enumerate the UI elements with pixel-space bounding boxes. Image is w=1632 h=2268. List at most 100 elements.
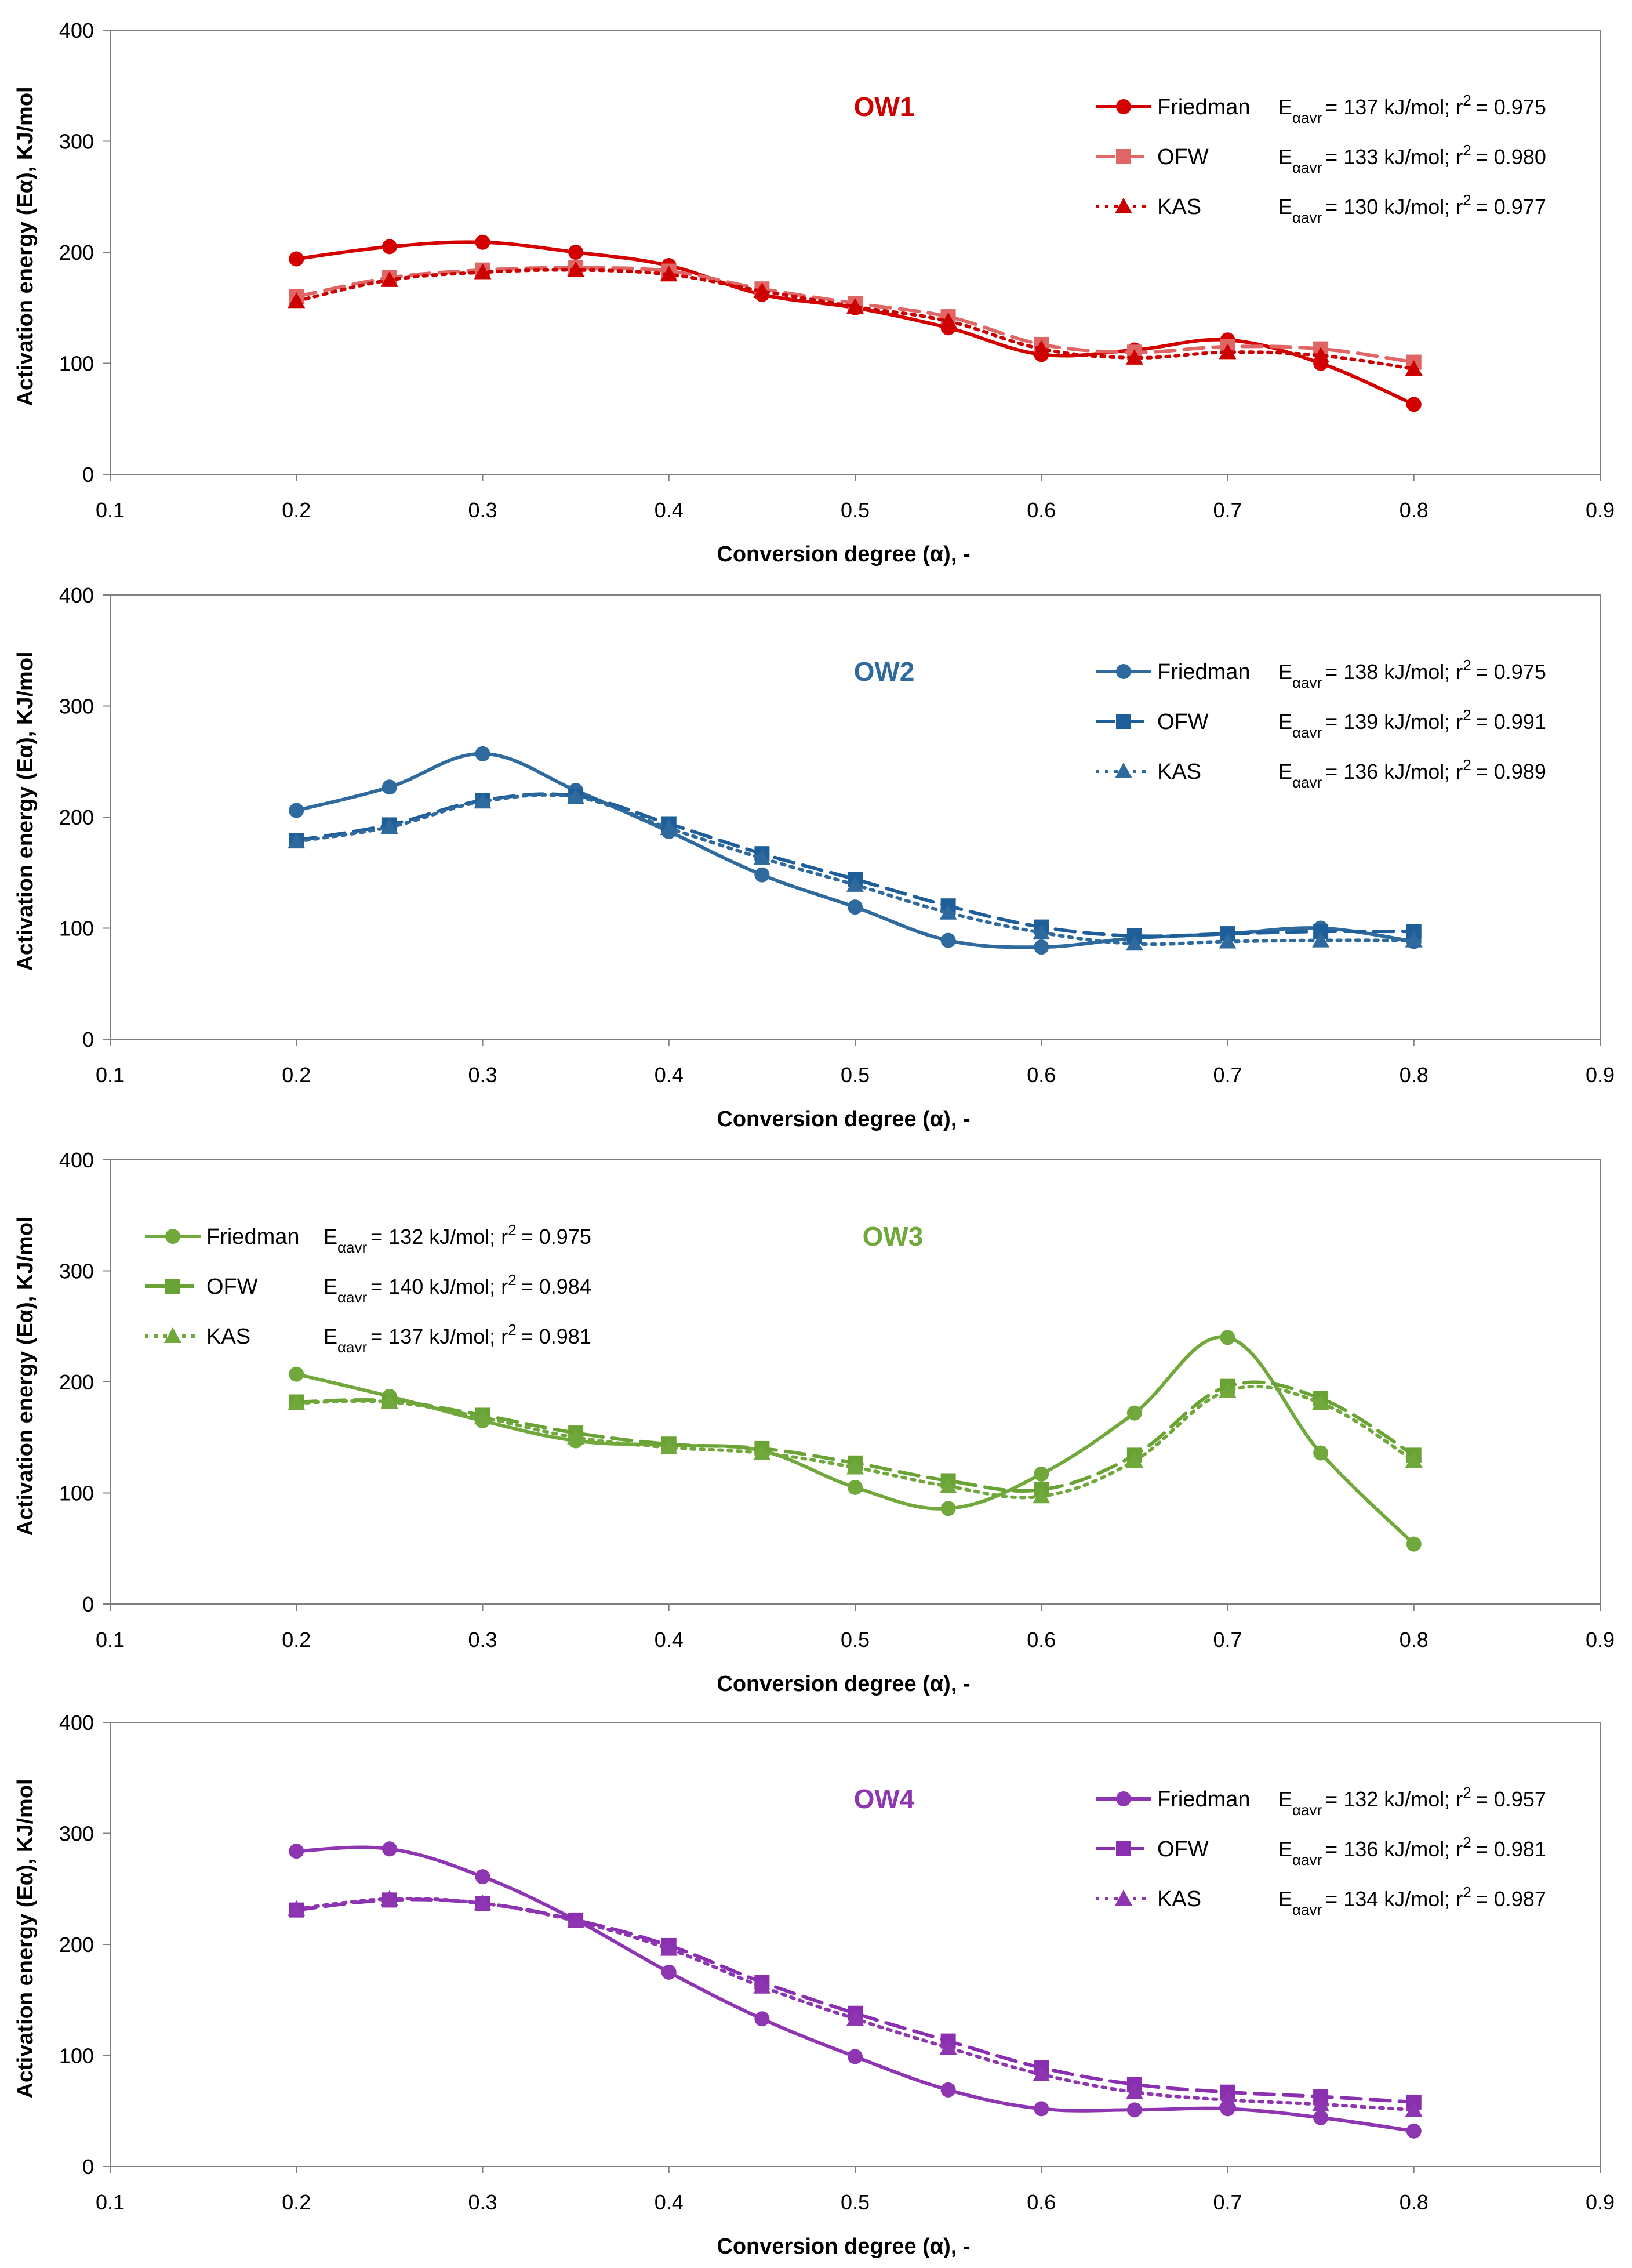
legend-label: KAS bbox=[1157, 195, 1201, 219]
data-point-kas bbox=[1125, 935, 1143, 951]
y-tick-label: 400 bbox=[59, 19, 94, 42]
data-point-friedman bbox=[381, 1841, 397, 1857]
data-point-kas bbox=[1405, 931, 1423, 948]
data-point-kas bbox=[380, 1890, 398, 1906]
legend-marker bbox=[1115, 198, 1132, 213]
data-point-kas bbox=[939, 1478, 957, 1494]
legend-stat: Eαavr = 136 kJ/mol; r2 = 0.981 bbox=[1278, 1834, 1546, 1868]
data-point-kas bbox=[1312, 2095, 1330, 2111]
y-tick-label: 200 bbox=[59, 1370, 94, 1394]
data-point-friedman bbox=[1406, 2123, 1422, 2139]
data-point-friedman bbox=[848, 1479, 863, 1495]
y-tick-label: 300 bbox=[59, 695, 94, 718]
series-line-friedman bbox=[295, 240, 1416, 407]
y-tick-label: 0 bbox=[82, 2155, 94, 2179]
data-point-kas bbox=[288, 1900, 306, 1916]
data-point-friedman bbox=[754, 867, 770, 883]
data-point-friedman bbox=[940, 1501, 956, 1516]
stat-prefix: E bbox=[1278, 95, 1292, 119]
stat-prefix: E bbox=[1278, 195, 1292, 219]
data-point-friedman bbox=[848, 2049, 863, 2064]
stat-end: = 0.975 bbox=[1476, 660, 1546, 684]
legend-stat: Eαavr = 137 kJ/mol; r2 = 0.975 bbox=[1278, 92, 1546, 126]
stat-end: = 0.989 bbox=[1476, 760, 1546, 783]
legend-label: Friedman bbox=[1157, 95, 1251, 119]
stat-rest: = 136 kJ/mol; r bbox=[1325, 760, 1463, 783]
legend-marker bbox=[165, 1279, 180, 1294]
y-tick-label: 400 bbox=[59, 1711, 94, 1734]
data-point-friedman bbox=[940, 2082, 956, 2098]
data-point-kas bbox=[660, 266, 678, 282]
stat-rest: = 139 kJ/mol; r bbox=[1325, 710, 1463, 734]
x-tick-label: 0.3 bbox=[468, 1628, 497, 1652]
data-point-kas bbox=[846, 297, 864, 314]
stat-rest: = 134 kJ/mol; r bbox=[1325, 1887, 1463, 1911]
stat-sub: αavr bbox=[1292, 674, 1322, 691]
chart-panel-ow2: 0.1 0.2 0.3 0.4 0.5 0.6 0.7 0.8 0.9 0 100 200 300 400… bbox=[13, 583, 1615, 1131]
x-tick-label: 0.4 bbox=[655, 498, 684, 522]
x-axis-title: Conversion degree (α), - bbox=[717, 542, 970, 567]
stat-sub: αavr bbox=[1292, 159, 1322, 176]
stat-rest: = 140 kJ/mol; r bbox=[370, 1275, 508, 1298]
x-tick-label: 0.2 bbox=[282, 1063, 311, 1087]
data-point-kas bbox=[474, 1409, 492, 1425]
x-tick-label: 0.8 bbox=[1400, 1063, 1429, 1087]
legend-stat: Eαavr = 134 kJ/mol; r2 = 0.987 bbox=[1278, 1884, 1546, 1918]
x-tick-label: 0.6 bbox=[1027, 498, 1056, 522]
data-point-kas bbox=[1219, 343, 1237, 360]
x-tick-label: 0.5 bbox=[841, 1628, 870, 1652]
series-line-ofw bbox=[295, 1380, 1416, 1493]
y-axis-title: Activation energy (Eα), KJ/mol bbox=[13, 1779, 38, 2098]
legend-label: OFW bbox=[206, 1275, 258, 1299]
y-tick-label: 0 bbox=[82, 1028, 94, 1051]
x-tick-label: 0.6 bbox=[1027, 1063, 1056, 1087]
data-point-friedman bbox=[1406, 1536, 1422, 1552]
data-point-kas bbox=[567, 788, 585, 804]
legend-marker bbox=[1116, 714, 1131, 729]
panel-title: OW3 bbox=[863, 1221, 924, 1251]
stat-prefix: E bbox=[324, 1324, 337, 1348]
legend-marker bbox=[164, 1327, 181, 1343]
y-axis-title: Activation energy (Eα), KJ/mol bbox=[13, 651, 38, 971]
data-point-kas bbox=[567, 1428, 585, 1445]
stat-end: = 0.984 bbox=[521, 1275, 591, 1298]
y-tick-label: 300 bbox=[59, 130, 94, 154]
legend-stat: Eαavr = 138 kJ/mol; r2 = 0.975 bbox=[1278, 656, 1546, 691]
x-tick-label: 0.4 bbox=[655, 1628, 684, 1652]
data-point-kas bbox=[288, 833, 306, 849]
data-point-kas bbox=[1125, 2083, 1143, 2099]
stat-sub: αavr bbox=[1292, 109, 1322, 126]
stat-sup: 2 bbox=[1463, 1884, 1471, 1901]
stat-end: = 0.957 bbox=[1476, 1787, 1546, 1811]
legend-entry-friedman: Friedman Eαavr = 132 kJ/mol; r2 = 0.957 bbox=[1096, 1784, 1546, 1819]
stat-sup: 2 bbox=[1463, 191, 1471, 209]
x-tick-label: 0.2 bbox=[282, 2190, 311, 2214]
legend-stat: Eαavr = 132 kJ/mol; r2 = 0.975 bbox=[324, 1221, 591, 1256]
data-point-friedman bbox=[568, 245, 584, 260]
stat-sub: αavr bbox=[1292, 724, 1322, 741]
y-tick-label: 0 bbox=[82, 463, 94, 487]
y-tick-label: 0 bbox=[82, 1592, 94, 1616]
x-tick-label: 0.3 bbox=[468, 2190, 497, 2214]
legend-label: KAS bbox=[1157, 760, 1201, 784]
legend-entry-friedman: Friedman Eαavr = 132 kJ/mol; r2 = 0.975 bbox=[145, 1221, 591, 1256]
y-tick-label: 200 bbox=[59, 1933, 94, 1957]
data-point-kas bbox=[660, 1940, 678, 1956]
series-line-ofw bbox=[295, 1897, 1416, 2104]
x-axis-title: Conversion degree (α), - bbox=[717, 1107, 970, 1131]
legend-marker bbox=[1116, 99, 1131, 114]
stat-end: = 0.981 bbox=[1476, 1837, 1546, 1861]
data-point-kas bbox=[1033, 340, 1051, 356]
stat-sub: αavr bbox=[1292, 1851, 1322, 1868]
stat-rest: = 132 kJ/mol; r bbox=[1325, 1787, 1463, 1811]
y-tick-label: 100 bbox=[59, 917, 94, 941]
legend-stat: Eαavr = 130 kJ/mol; r2 = 0.977 bbox=[1278, 191, 1546, 226]
data-point-kas bbox=[288, 1394, 306, 1410]
stat-prefix: E bbox=[324, 1225, 337, 1249]
legend-label: KAS bbox=[1157, 1887, 1201, 1911]
data-point-friedman bbox=[1406, 397, 1422, 412]
stat-sup: 2 bbox=[1463, 656, 1471, 674]
x-tick-label: 0.5 bbox=[841, 498, 870, 522]
y-tick-label: 400 bbox=[59, 1148, 94, 1172]
legend-marker bbox=[1115, 1890, 1132, 1906]
